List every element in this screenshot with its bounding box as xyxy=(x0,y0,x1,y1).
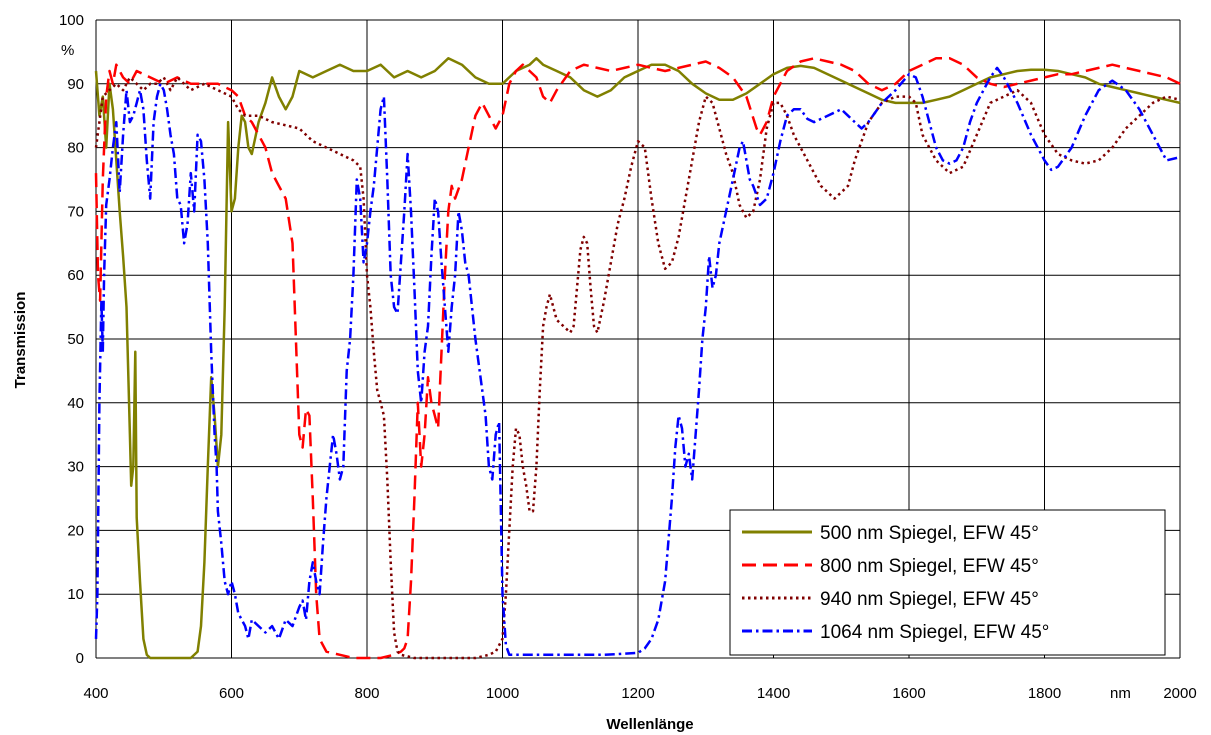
y-tick-label: 30 xyxy=(67,459,84,476)
x-tick-label: 600 xyxy=(219,685,244,702)
series-line-2 xyxy=(94,57,1181,660)
y-tick-label: 0 xyxy=(76,650,84,667)
series-lines xyxy=(94,57,1181,660)
y-tick-label: 90 xyxy=(67,76,84,93)
x-tick-label: 2000 xyxy=(1163,685,1196,702)
grid-lines xyxy=(95,19,1181,659)
x-tick-label: 1600 xyxy=(892,685,925,702)
x-tick-label: 800 xyxy=(354,685,379,702)
legend-box xyxy=(729,509,1166,656)
y-tick-label: 60 xyxy=(67,267,84,284)
legend-label-3: 940 nm Spiegel, EFW 45° xyxy=(820,589,1039,610)
y-axis-title: Transmission xyxy=(12,292,29,389)
x-tick-label: 1000 xyxy=(486,685,519,702)
y-tick-label: 50 xyxy=(67,331,84,348)
y-tick-label: 20 xyxy=(67,522,84,539)
y-tick-label: 10 xyxy=(67,586,84,603)
legend-label-4: 1064 nm Spiegel, EFW 45° xyxy=(820,622,1049,643)
legend-label-2: 800 nm Spiegel, EFW 45° xyxy=(820,556,1039,577)
x-tick-label: 400 xyxy=(83,685,108,702)
series-line-1 xyxy=(94,57,1181,660)
y-tick-label: 100 xyxy=(59,12,84,29)
x-tick-label: 1200 xyxy=(621,685,654,702)
y-tick-label: 70 xyxy=(67,203,84,220)
x-tick-label: 1800 xyxy=(1028,685,1061,702)
x-tick-label: 1400 xyxy=(757,685,790,702)
x-unit-label: nm xyxy=(1110,685,1131,702)
y-unit-label: % xyxy=(61,42,74,59)
series-line-4 xyxy=(94,66,1181,657)
y-tick-label: 40 xyxy=(67,395,84,412)
tick-labels: 0 10 20 30 40 50 60 70 80 90 100 400 600 800 1000 1200 1… xyxy=(59,12,1197,702)
x-axis-title: Wellenlänge xyxy=(606,716,693,733)
y-tick-label: 80 xyxy=(67,140,84,157)
legend-label-1: 500 nm Spiegel, EFW 45° xyxy=(820,523,1039,544)
legend: 500 nm Spiegel, EFW 45° 800 nm Spiegel, E… xyxy=(729,509,1166,656)
series-line-3 xyxy=(94,76,1181,660)
